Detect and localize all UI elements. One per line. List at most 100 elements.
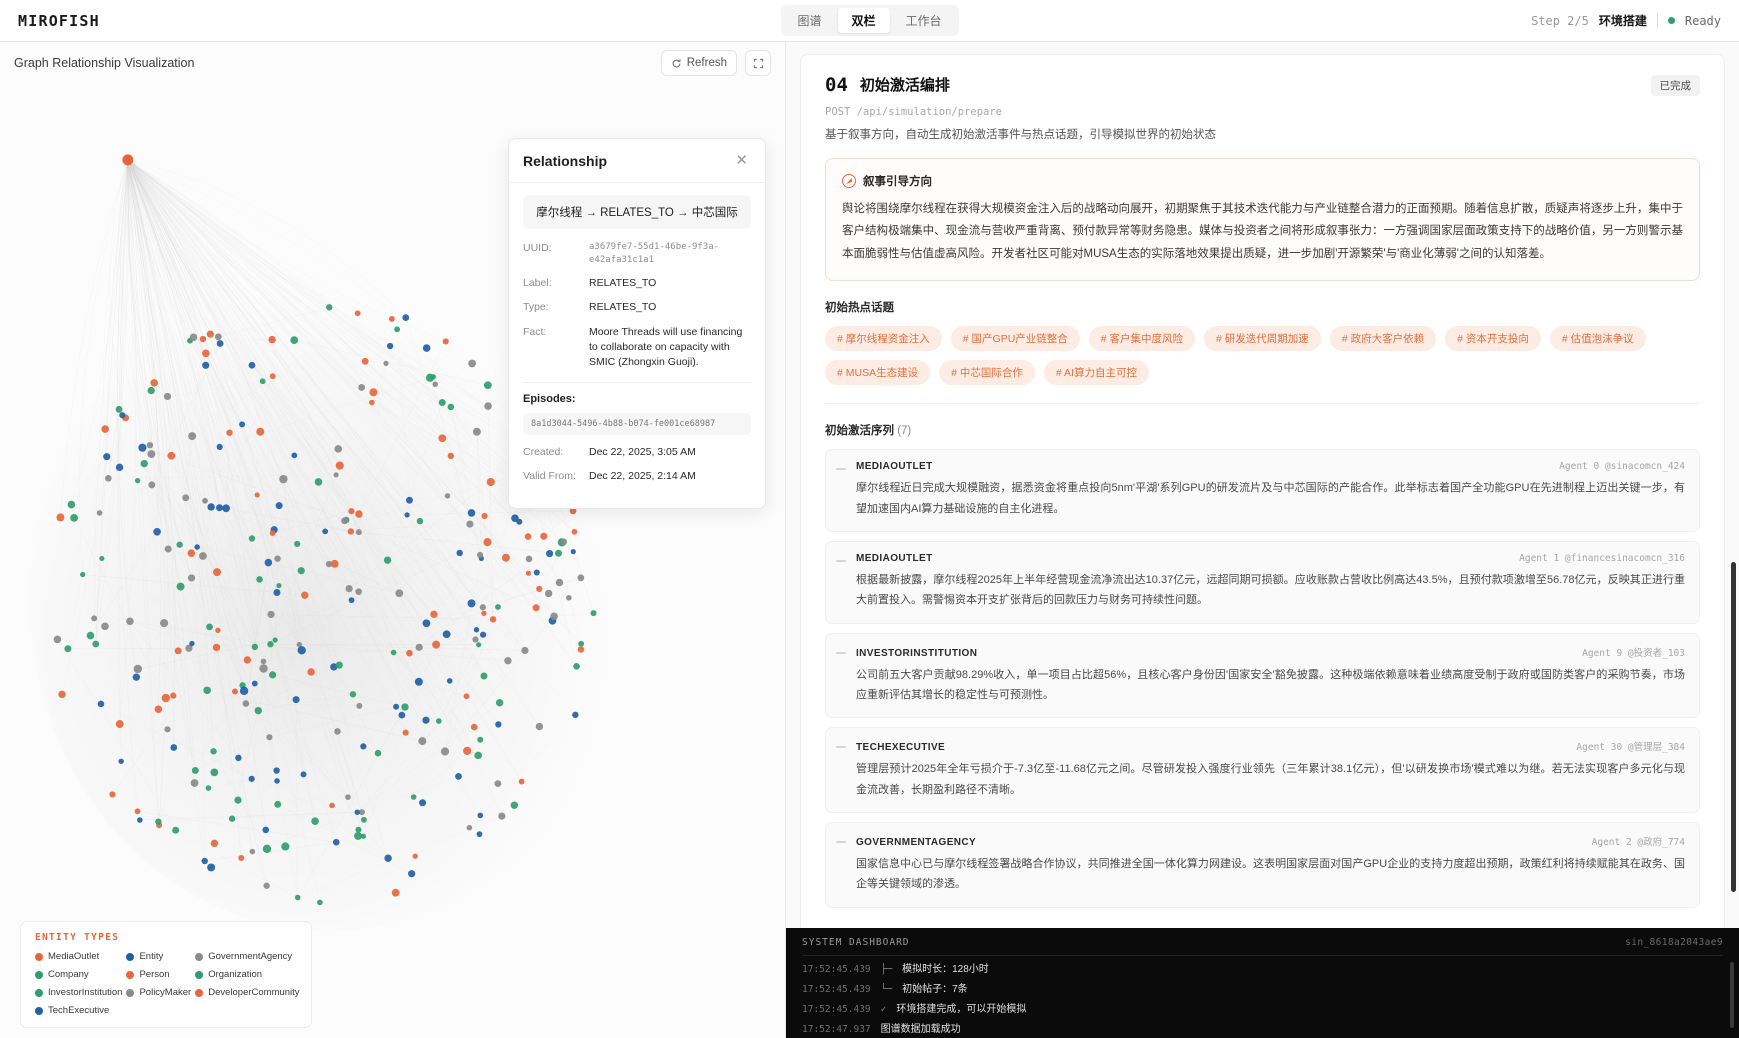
session-id: sin_8618a2043ae9 — [1625, 937, 1723, 948]
api-endpoint: POST /api/simulation/prepare — [825, 106, 1003, 118]
refresh-button[interactable]: Refresh — [660, 50, 737, 76]
entity-types-legend: ENTITY TYPES MediaOutlet Entity Governme… — [20, 921, 312, 1028]
topic-tag[interactable]: # 政府大客户依赖 — [1329, 326, 1437, 352]
list-item[interactable]: INVESTORINSTITUTION Agent 9 @投资者_103 公司前… — [825, 632, 1700, 719]
event-type: INVESTORINSTITUTION — [856, 647, 978, 659]
graph-title: Graph Relationship Visualization — [14, 56, 195, 70]
event-type: TECHEXECUTIVE — [856, 742, 946, 754]
tab-dual-column[interactable]: 双栏 — [837, 8, 890, 33]
app-logo: MIROFISH — [18, 11, 100, 30]
fullscreen-button[interactable] — [745, 50, 771, 76]
legend-label: InvestorInstitution — [48, 987, 123, 998]
relationship-card-body: 摩尔线程 → RELATES_TO → 中芯国际 UUID: a3679fe7-… — [509, 183, 765, 508]
event-header: TECHEXECUTIVE Agent 30 @管理层_384 — [856, 739, 1685, 753]
console-title: SYSTEM DASHBOARD — [802, 937, 910, 948]
drag-handle-icon[interactable] — [836, 559, 846, 562]
event-body: MEDIAOUTLET Agent 1 @financesinacomcn_31… — [856, 553, 1685, 611]
topics-label: 初始热点话题 — [825, 302, 894, 315]
field-key: Valid From: — [523, 470, 576, 483]
legend-item-organization: Organization — [195, 969, 299, 980]
topic-tag[interactable]: # 估值泡沫争议 — [1549, 326, 1646, 352]
drag-handle-icon[interactable] — [836, 746, 846, 749]
log-timestamp: 17:52:47.937 — [802, 1024, 871, 1035]
close-icon[interactable]: ✕ — [735, 152, 748, 169]
legend-grid: MediaOutlet Entity GovernmentAgency Comp… — [35, 951, 300, 1016]
sequence-count: (7) — [897, 425, 912, 438]
status-label: Ready — [1684, 13, 1721, 28]
drag-handle-icon[interactable] — [836, 651, 846, 654]
tab-workbench[interactable]: 工作台 — [905, 14, 942, 28]
status-dot-icon — [1667, 17, 1675, 24]
event-type: MEDIAOUTLET — [856, 461, 933, 473]
step-title: 初始激活编排 — [859, 77, 950, 94]
legend-label: DeveloperCommunity — [208, 987, 300, 998]
legend-label: Company — [48, 969, 89, 980]
log-timestamp: 17:52:45.439 — [802, 984, 871, 995]
legend-dot-icon — [35, 1006, 43, 1015]
graph-pane: Graph Relationship Visualization Refresh — [0, 42, 786, 1038]
log-tree-icon: ├─ — [880, 964, 893, 975]
list-item[interactable]: MEDIAOUTLET Agent 0 @sinacomcn_424 摩尔线程近… — [825, 449, 1700, 532]
relationship-detail-card: Relationship ✕ 摩尔线程 → RELATES_TO → 中芯国际 … — [508, 138, 766, 509]
event-body: TECHEXECUTIVE Agent 30 @管理层_384 管理层预计202… — [856, 739, 1685, 800]
legend-dot-icon — [35, 952, 43, 961]
detail-scroll-area[interactable]: 04 初始激活编排 已完成 POST /api/simulation/prepa… — [786, 42, 1739, 1038]
event-header: MEDIAOUTLET Agent 1 @financesinacomcn_31… — [856, 553, 1685, 564]
event-text: 根据最新披露，摩尔线程2025年上半年经营现金流净流出达10.37亿元，远超同期… — [856, 573, 1685, 607]
log-message: 环境搭建完成，可以开始模拟 — [896, 1004, 1027, 1015]
narrative-direction-box: 叙事引导方向 舆论将围绕摩尔线程在获得大规模资金注入后的战略动向展开，初期聚焦于… — [825, 158, 1700, 282]
activation-event-list: MEDIAOUTLET Agent 0 @sinacomcn_424 摩尔线程近… — [825, 449, 1700, 908]
relationship-card-header: Relationship ✕ — [509, 139, 765, 183]
field-label: Label: RELATES_TO — [523, 276, 751, 291]
divider — [825, 403, 1700, 405]
drag-handle-icon[interactable] — [836, 841, 846, 844]
fullscreen-icon — [753, 58, 763, 68]
event-agent: Agent 0 @sinacomcn_424 — [1559, 461, 1685, 473]
topic-tag[interactable]: # 国产GPU产业链整合 — [950, 326, 1080, 352]
field-key: Label: — [523, 277, 552, 290]
field-uuid: UUID: a3679fe7-55d1-46be-9f3a-e42afa31c1… — [523, 241, 751, 267]
topic-tag[interactable]: # 资本开支投向 — [1445, 326, 1541, 352]
topic-tag-list: # 摩尔线程资金注入 # 国产GPU产业链整合 # 客户集中度风险 # 研发迭代… — [825, 326, 1700, 386]
scrollbar[interactable] — [1731, 562, 1736, 892]
detail-pane: 04 初始激活编排 已完成 POST /api/simulation/prepa… — [786, 42, 1739, 1038]
legend-label: Entity — [139, 951, 164, 962]
list-item[interactable]: TECHEXECUTIVE Agent 30 @管理层_384 管理层预计202… — [825, 727, 1700, 814]
divider — [523, 382, 751, 384]
console-header: SYSTEM DASHBOARD sin_8618a2043ae9 — [802, 937, 1723, 956]
sequence-label: 初始激活序列 (7) — [825, 422, 1700, 438]
field-type: Type: RELATES_TO — [523, 300, 751, 315]
event-body: INVESTORINSTITUTION Agent 9 @投资者_103 公司前… — [856, 645, 1685, 706]
topic-tag[interactable]: # MUSA生态建设 — [825, 360, 931, 386]
legend-dot-icon — [126, 970, 135, 979]
field-key: Fact: — [523, 325, 547, 338]
check-icon: ✓ — [880, 1004, 887, 1015]
console-scrollbar[interactable] — [1730, 962, 1734, 1028]
list-item[interactable]: GOVERNMENTAGENCY Agent 2 @政府_774 国家信息中心已… — [825, 822, 1700, 908]
event-text: 公司前五大客户贡献98.29%收入，单一项目占比超56%，且核心客户身份因'国家… — [856, 668, 1685, 701]
event-header: GOVERNMENTAGENCY Agent 2 @政府_774 — [856, 834, 1685, 848]
legend-label: Person — [139, 969, 170, 980]
field-value: Dec 22, 2025, 3:05 AM — [589, 446, 696, 459]
list-item[interactable]: MEDIAOUTLET Agent 1 @financesinacomcn_31… — [825, 540, 1700, 624]
compass-icon — [842, 174, 856, 188]
system-dashboard-console: SYSTEM DASHBOARD sin_8618a2043ae9 17:52:… — [786, 928, 1739, 1038]
legend-label: PolicyMaker — [139, 987, 192, 998]
topic-tag[interactable]: # 研发迭代周期加速 — [1204, 326, 1321, 352]
narrative-text: 舆论将围绕摩尔线程在获得大规模资金注入后的战略动向展开，初期聚焦于其技术迭代能力… — [842, 203, 1683, 260]
tab-graph[interactable]: 图谱 — [797, 14, 822, 28]
main-body: Graph Relationship Visualization Refresh — [0, 42, 1739, 1038]
drag-handle-icon[interactable] — [836, 468, 846, 471]
step-panel: 04 初始激活编排 已完成 POST /api/simulation/prepa… — [800, 54, 1725, 1038]
topic-tag[interactable]: # AI算力自主可控 — [1043, 360, 1149, 386]
legend-dot-icon — [126, 988, 135, 997]
topic-tag[interactable]: # 摩尔线程资金注入 — [825, 326, 942, 352]
legend-label: GovernmentAgency — [208, 951, 293, 962]
topic-tag[interactable]: # 客户集中度风险 — [1088, 326, 1196, 352]
field-value: RELATES_TO — [589, 277, 657, 290]
legend-dot-icon — [195, 988, 204, 997]
log-line: 17:52:45.439 ✓ 环境搭建完成，可以开始模拟 — [802, 996, 1723, 1016]
topic-tag[interactable]: # 中芯国际合作 — [939, 360, 1035, 386]
field-key: Created: — [523, 446, 564, 459]
step-counter: Step 2/5 — [1531, 13, 1589, 28]
